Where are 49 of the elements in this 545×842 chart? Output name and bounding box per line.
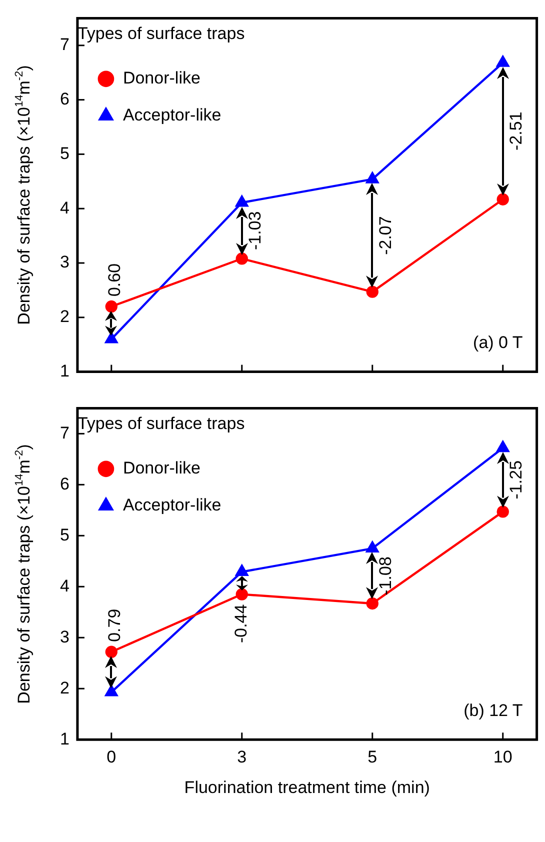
- annotation: -2.51: [506, 112, 526, 150]
- y-tick-label: 2: [60, 307, 70, 326]
- x-tick-label: 0: [106, 747, 116, 766]
- annotation: -1.03: [246, 211, 265, 250]
- y-tick-label: 3: [60, 627, 70, 646]
- point: [105, 646, 118, 658]
- y-tick-label: 7: [60, 35, 70, 54]
- annotation: 0.60: [105, 263, 124, 297]
- annotation: -1.25: [506, 460, 526, 500]
- y-tick-label: 5: [60, 525, 70, 544]
- y-tick-label: 4: [60, 198, 70, 218]
- y-tick-label: 2: [60, 678, 70, 698]
- annotation: -2.07: [376, 216, 396, 255]
- point: [366, 541, 379, 553]
- y-tick-label: 5: [60, 144, 70, 163]
- legend-label: Donor-like: [122, 68, 200, 88]
- point: [236, 196, 248, 207]
- point: [496, 56, 510, 67]
- point: [496, 440, 510, 452]
- x-tick-label: 5: [368, 747, 378, 766]
- point: [105, 300, 118, 313]
- point: [236, 564, 248, 576]
- y-tick-label: 3: [60, 252, 70, 272]
- point: [366, 286, 378, 298]
- legend-title: Types of surface traps: [77, 24, 245, 44]
- annotation: -1.08: [376, 556, 396, 596]
- legend-label: Acceptor-like: [122, 106, 222, 125]
- y-tick-label: 1: [60, 361, 70, 380]
- point: [496, 193, 509, 206]
- y-tick-label: 6: [60, 89, 70, 108]
- point: [496, 506, 509, 518]
- annotation: -0.44: [232, 604, 251, 644]
- point: [366, 597, 378, 610]
- y-tick-label: 4: [60, 576, 70, 596]
- legend-label: Acceptor-like: [122, 496, 222, 515]
- point: [366, 172, 379, 184]
- annotation: 0.79: [105, 608, 124, 642]
- legend-label: Donor-like: [122, 458, 200, 478]
- annotation: (b) 12 T: [464, 700, 523, 720]
- y-tick-label: 1: [60, 729, 70, 748]
- y-tick-label: 6: [60, 474, 70, 494]
- point: [236, 588, 248, 600]
- point: [236, 252, 248, 265]
- y-tick-label: 7: [60, 423, 70, 442]
- legend-title: Types of surface traps: [77, 414, 245, 434]
- x-tick-label: 10: [493, 747, 512, 766]
- x-tick-label: 3: [237, 747, 247, 766]
- x-axis-title: Fluorination treatment time (min): [184, 778, 430, 798]
- annotation: (a) 0 T: [473, 332, 523, 352]
